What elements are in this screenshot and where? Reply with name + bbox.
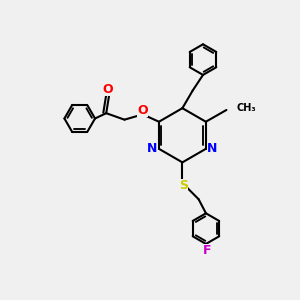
Text: O: O: [102, 82, 113, 95]
Text: N: N: [207, 142, 217, 155]
Text: N: N: [147, 142, 158, 155]
Text: S: S: [179, 179, 188, 192]
Text: CH₃: CH₃: [237, 103, 256, 113]
Text: F: F: [203, 244, 212, 257]
Text: O: O: [137, 104, 148, 117]
